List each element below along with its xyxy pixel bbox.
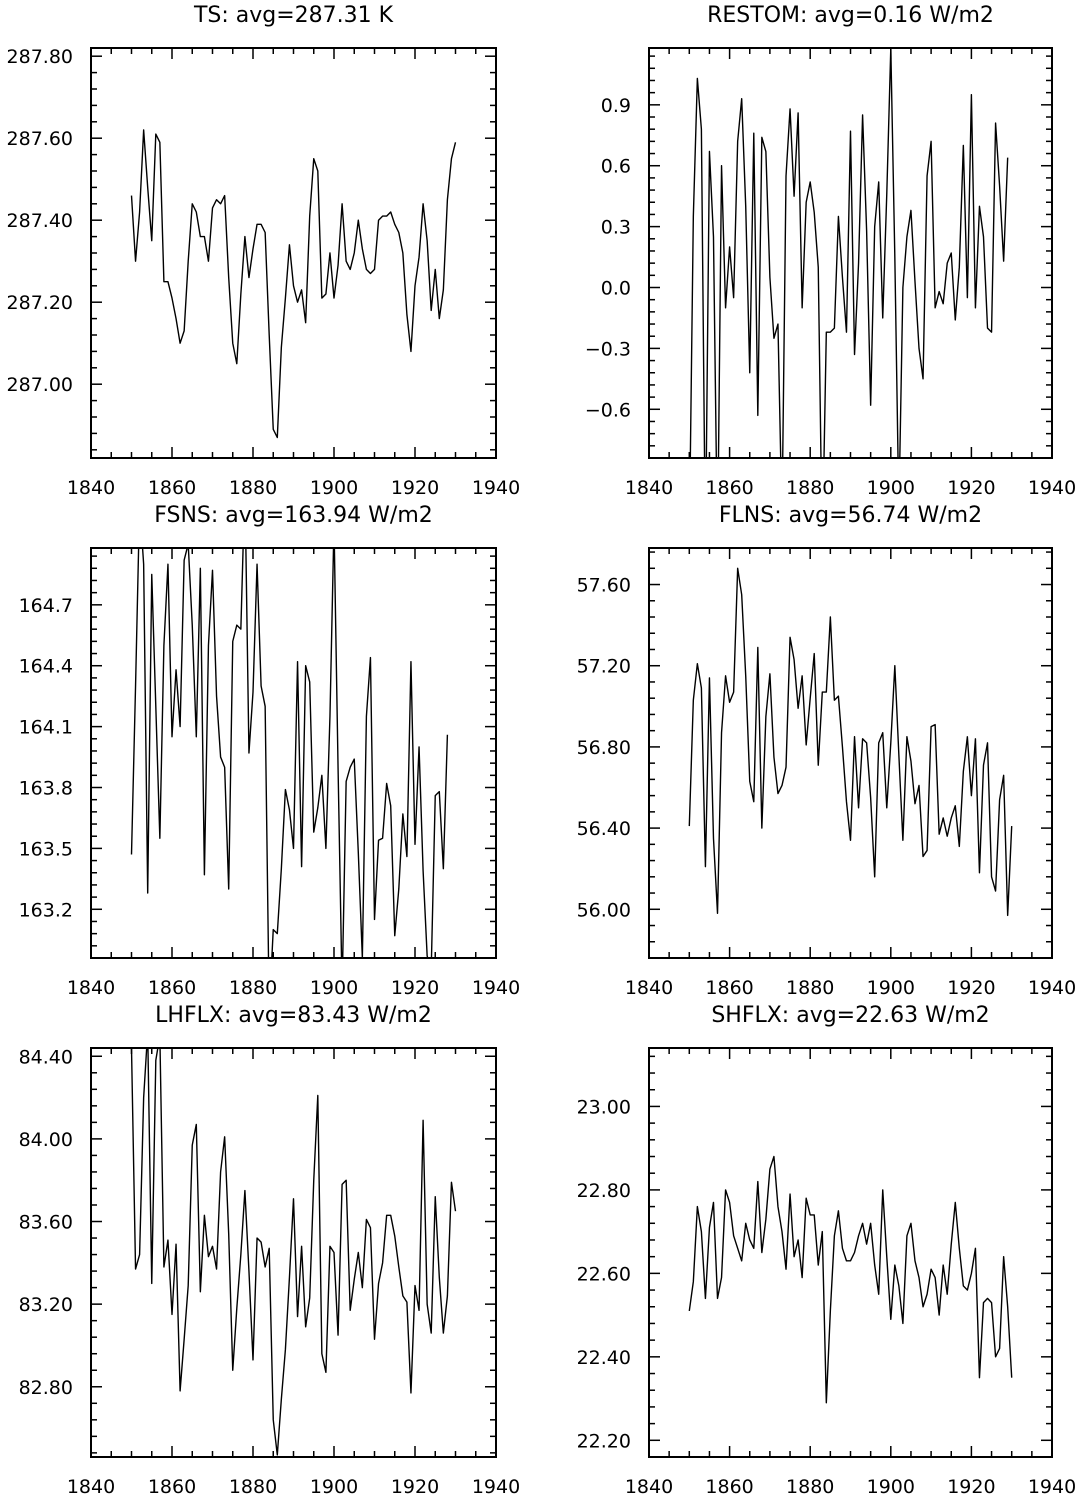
plot-frame <box>648 1047 1053 1458</box>
y-tick-label: 82.80 <box>19 1377 73 1399</box>
y-tick-label: 0.9 <box>601 95 631 117</box>
y-tick-label: 163.2 <box>19 899 73 921</box>
y-tick-label: 287.20 <box>7 292 73 314</box>
y-tick-label: 287.80 <box>7 46 73 68</box>
x-tick-label: 1940 <box>1028 477 1076 499</box>
panel-6: SHFLX: avg=22.63 W/m2 1840 1860 1880 1900 192… <box>577 1003 1077 1494</box>
x-tick-label: 1860 <box>148 1476 196 1494</box>
x-tick-label: 1940 <box>472 1476 520 1494</box>
plot-frame <box>90 47 497 459</box>
y-tick-label: 164.1 <box>19 717 73 739</box>
plot-frame <box>648 47 1053 459</box>
y-tick-label: 0.3 <box>601 217 631 239</box>
y-tick-label: 163.5 <box>19 838 73 860</box>
x-tick-label: 1880 <box>229 477 277 499</box>
panel-1: TS: avg=287.31 K 1840 1860 1880 1900 1920 1940… <box>7 3 521 499</box>
x-tick-label: 1860 <box>705 1476 753 1494</box>
plot-frame <box>648 547 1053 959</box>
x-tick-label: 1840 <box>67 1476 115 1494</box>
x-tick-label: 1840 <box>625 477 673 499</box>
x-tick-label: 1940 <box>472 977 520 999</box>
x-tick-label: 1900 <box>310 977 358 999</box>
y-tick-label: 0.0 <box>601 278 631 300</box>
x-tick-label: 1900 <box>867 977 915 999</box>
y-tick-label: 57.60 <box>577 575 631 597</box>
series-line <box>130 129 457 439</box>
series-line <box>130 548 449 958</box>
panel-4: FLNS: avg=56.74 W/m2 1840 1860 1880 1900 1920… <box>577 503 1077 999</box>
series-line <box>688 567 1013 917</box>
panel-2: RESTOM: avg=0.16 W/m2 1840 1860 1880 1900 192… <box>585 3 1076 499</box>
series-line <box>688 1155 1013 1404</box>
x-tick-label: 1900 <box>310 477 358 499</box>
x-tick-label: 1920 <box>391 1476 439 1494</box>
x-tick-label: 1880 <box>229 1476 277 1494</box>
y-tick-label: 57.20 <box>577 656 631 678</box>
y-tick-label: −0.6 <box>585 399 631 421</box>
x-tick-label: 1940 <box>1028 977 1076 999</box>
x-tick-label: 1860 <box>148 477 196 499</box>
y-tick-label: 84.00 <box>19 1129 73 1151</box>
x-tick-label: 1920 <box>391 977 439 999</box>
x-tick-label: 1880 <box>786 477 834 499</box>
x-tick-label: 1900 <box>310 1476 358 1494</box>
y-tick-label: 163.8 <box>19 778 73 800</box>
x-tick-label: 1940 <box>1028 1476 1076 1494</box>
y-tick-label: 287.60 <box>7 128 73 150</box>
x-tick-label: 1880 <box>229 977 277 999</box>
x-tick-label: 1880 <box>786 977 834 999</box>
y-tick-label: 22.80 <box>577 1180 631 1202</box>
x-tick-label: 1860 <box>705 977 753 999</box>
x-tick-label: 1940 <box>472 477 520 499</box>
x-tick-label: 1920 <box>391 477 439 499</box>
y-tick-label: 56.40 <box>577 818 631 840</box>
y-tick-label: 22.60 <box>577 1263 631 1285</box>
y-tick-label: 287.00 <box>7 374 73 396</box>
y-tick-label: 287.40 <box>7 210 73 232</box>
x-tick-label: 1900 <box>867 1476 915 1494</box>
panel-title: FSNS: avg=163.94 W/m2 <box>154 503 433 528</box>
y-tick-label: 56.00 <box>577 899 631 921</box>
y-tick-label: 164.7 <box>19 595 73 617</box>
panel-title: SHFLX: avg=22.63 W/m2 <box>711 1003 989 1028</box>
y-tick-label: 22.20 <box>577 1430 631 1452</box>
panel-3: FSNS: avg=163.94 W/m2 1840 1860 1880 1900 192… <box>19 503 521 999</box>
x-tick-label: 1840 <box>625 977 673 999</box>
x-tick-label: 1920 <box>947 1476 995 1494</box>
y-tick-label: 23.00 <box>577 1096 631 1118</box>
series-line <box>130 1048 457 1456</box>
y-tick-label: −0.3 <box>585 338 631 360</box>
y-tick-label: 84.40 <box>19 1046 73 1068</box>
panel-title: FLNS: avg=56.74 W/m2 <box>719 503 982 528</box>
x-tick-label: 1920 <box>947 977 995 999</box>
x-tick-label: 1900 <box>867 477 915 499</box>
y-tick-label: 56.80 <box>577 737 631 759</box>
x-tick-label: 1840 <box>625 1476 673 1494</box>
x-tick-label: 1860 <box>148 977 196 999</box>
panel-title: TS: avg=287.31 K <box>193 3 394 28</box>
series-line <box>689 48 1009 458</box>
panel-5: LHFLX: avg=83.43 W/m2 1840 1860 1880 1900 192… <box>19 1003 521 1494</box>
x-tick-label: 1920 <box>947 477 995 499</box>
panel-title: LHFLX: avg=83.43 W/m2 <box>155 1003 432 1028</box>
y-tick-label: 0.6 <box>601 156 631 178</box>
y-tick-label: 83.20 <box>19 1294 73 1316</box>
x-tick-label: 1840 <box>67 977 115 999</box>
y-tick-label: 83.60 <box>19 1212 73 1234</box>
panel-title: RESTOM: avg=0.16 W/m2 <box>707 3 994 28</box>
y-tick-label: 164.4 <box>19 656 73 678</box>
x-tick-label: 1840 <box>67 477 115 499</box>
x-tick-label: 1880 <box>786 1476 834 1494</box>
x-tick-label: 1860 <box>705 477 753 499</box>
y-tick-label: 22.40 <box>577 1347 631 1369</box>
